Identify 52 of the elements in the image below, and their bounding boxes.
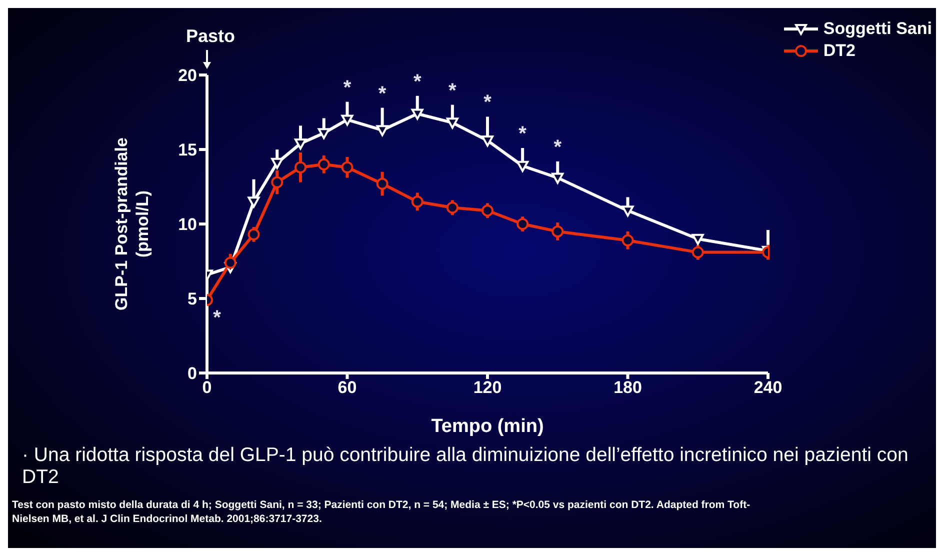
x-tick-label: 120 — [473, 378, 502, 398]
legend-label: Soggetti Sani — [823, 19, 932, 39]
y-tick-label: 15 — [178, 140, 197, 160]
point — [248, 228, 260, 240]
point — [446, 118, 458, 129]
point — [552, 225, 564, 238]
y-tick-label: 20 — [178, 66, 197, 86]
point — [446, 202, 458, 214]
point — [294, 161, 306, 174]
text: · Una ridotta risposta del GLP-1 può contribuire alla diminuizione dell’effetto incretinico nei pazienti con DT2 — [21, 444, 910, 488]
annotation: * — [554, 136, 562, 158]
annotation: * — [213, 306, 222, 329]
point — [692, 234, 704, 245]
annotation: * — [518, 123, 527, 146]
annotation: * — [378, 82, 386, 105]
point — [516, 218, 529, 230]
x-tick-label: 240 — [754, 378, 782, 398]
x-tick-label: 180 — [614, 378, 642, 398]
point — [341, 161, 354, 174]
y-tick-label: 0 — [188, 364, 197, 384]
text: Pasto — [186, 26, 236, 47]
x-tick-label: 0 — [202, 378, 212, 398]
text: Test con pasto misto della durata di 4 h; Soggetti Sani, n = 33; Pazienti con DT2, n = 54; Media ± ES; *P<0.05 vs pazienti con DT2. Adapted from Toft-Nielsen MB, et al. J Clin Endocrinol Metab. 2001;86:3717-3723. — [12, 498, 752, 526]
point — [271, 158, 284, 169]
x-axis-title: Tempo (min) — [431, 416, 544, 437]
annotation: * — [413, 70, 422, 93]
point — [294, 138, 306, 150]
y-axis-title: GLP-1 Post-prandiale (pmol/L) — [112, 138, 152, 310]
point — [248, 196, 260, 208]
point — [622, 234, 634, 246]
point — [318, 158, 330, 170]
point — [622, 206, 634, 217]
point — [224, 256, 236, 269]
annotation: * — [343, 76, 352, 99]
point — [482, 136, 494, 147]
point — [271, 176, 284, 188]
legend-label: DT2 — [823, 41, 856, 61]
annotation: * — [448, 80, 457, 102]
x-tick-label: 60 — [338, 378, 357, 398]
point — [376, 125, 388, 136]
annotation: * — [484, 92, 492, 114]
point — [376, 178, 388, 190]
point — [341, 114, 354, 126]
point — [552, 172, 564, 184]
point — [692, 246, 704, 258]
point — [318, 128, 330, 140]
point — [411, 196, 424, 208]
point — [411, 108, 424, 120]
point — [516, 160, 529, 172]
point — [482, 204, 494, 217]
y-tick-label: 5 — [188, 290, 197, 309]
y-tick-label: 10 — [178, 215, 197, 234]
